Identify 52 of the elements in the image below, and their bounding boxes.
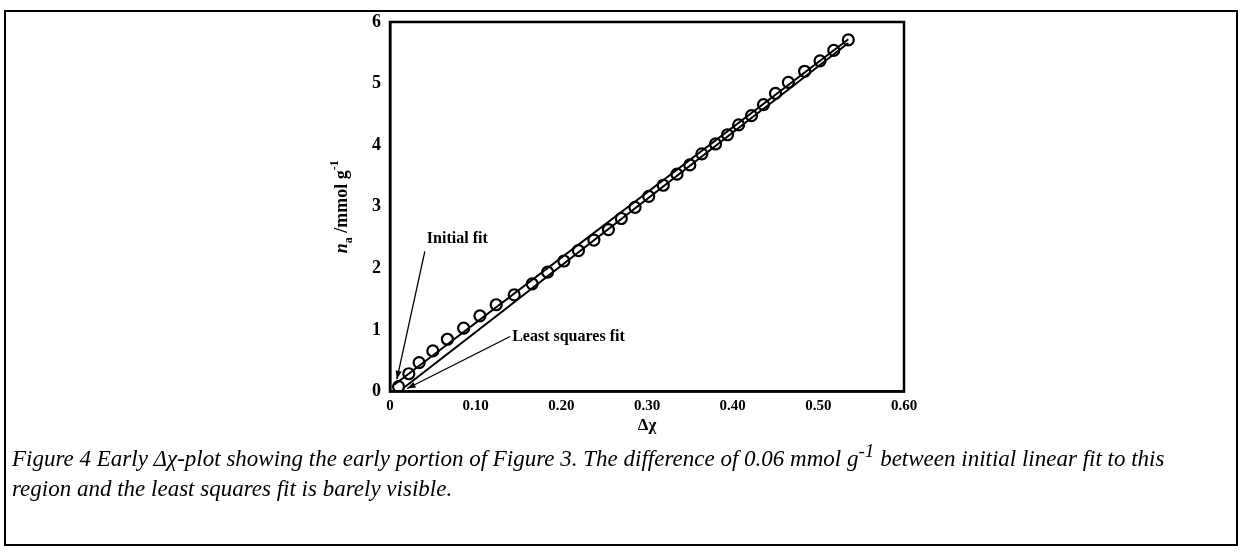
point xyxy=(525,277,539,291)
y-tick-label: 2 xyxy=(372,257,381,278)
point xyxy=(541,265,555,279)
point xyxy=(768,86,783,101)
point xyxy=(813,54,827,68)
x-tick-label: 0.20 xyxy=(548,397,575,414)
point xyxy=(642,189,656,203)
point xyxy=(440,332,454,346)
point xyxy=(827,43,841,57)
y-tick-label: 5 xyxy=(372,72,381,93)
point xyxy=(656,178,670,192)
x-axis-title: Δχ xyxy=(637,415,657,435)
point xyxy=(557,254,571,268)
y-tick-label: 3 xyxy=(372,195,381,216)
point xyxy=(628,200,642,215)
y-tick-label: 4 xyxy=(372,133,381,154)
point xyxy=(732,118,746,132)
y-tick-label: 1 xyxy=(372,318,381,339)
point xyxy=(601,222,616,237)
annotation: Least squares fit xyxy=(512,326,626,345)
point xyxy=(798,64,812,78)
x-tick-label: 0.40 xyxy=(719,397,746,414)
point xyxy=(841,33,855,47)
text: Figure 4 Early Δχ-plot showing the early portion of Figure 3. The difference of 0.06 mmol g$^{-1}$ between initial linear fit to this region and the least squares fit is barely visible. xyxy=(12,440,1165,501)
point xyxy=(781,75,795,89)
point xyxy=(695,147,709,161)
point xyxy=(473,309,487,323)
point xyxy=(507,288,521,302)
y-tick-label: 0 xyxy=(372,380,381,401)
point xyxy=(457,321,471,335)
y-tick-label: 6 xyxy=(372,10,381,31)
point xyxy=(571,243,586,258)
point xyxy=(587,233,601,247)
point xyxy=(744,109,759,123)
x-tick-label: 0.10 xyxy=(462,397,489,414)
point xyxy=(756,97,771,112)
point xyxy=(412,356,426,370)
x-tick-label: 0.50 xyxy=(805,397,832,414)
point xyxy=(708,137,723,151)
point xyxy=(402,367,416,381)
point xyxy=(720,128,735,142)
point xyxy=(683,158,697,172)
x-tick-label: 0.30 xyxy=(633,397,661,414)
point xyxy=(391,380,406,392)
x-tick-label: 0 xyxy=(386,397,394,414)
point xyxy=(489,298,503,312)
annotation: Initial fit xyxy=(426,229,489,247)
point xyxy=(426,344,440,358)
x-tick-label: 0.60 xyxy=(890,397,918,414)
point xyxy=(614,211,628,226)
y-axis-title: na /mmol g-1 xyxy=(327,160,356,254)
point xyxy=(670,167,684,181)
